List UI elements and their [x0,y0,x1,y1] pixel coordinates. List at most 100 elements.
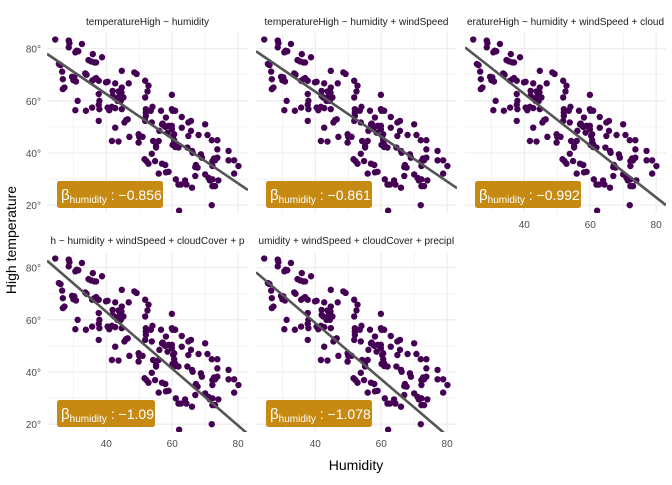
data-point [261,36,268,43]
data-point [553,139,560,146]
data-point [324,357,331,364]
data-point [417,356,424,363]
data-point [392,400,399,407]
y-tick-label: 60° [26,316,41,327]
data-point [214,356,221,363]
data-point [601,181,608,188]
data-point [195,350,202,358]
data-point [420,401,428,409]
data-point [297,104,305,111]
data-point [209,395,216,402]
data-point [397,184,405,191]
data-point [58,287,66,294]
data-point [530,104,537,112]
data-point [162,161,169,169]
data-point [470,36,477,43]
data-point [230,157,238,164]
data-point [393,363,400,370]
data-point [305,105,312,113]
data-point [148,150,155,157]
data-point [589,107,597,114]
data-point [616,154,624,161]
data-point [373,348,380,355]
data-point [423,373,430,380]
data-point [475,61,482,69]
data-point [386,181,393,188]
coefficient-label: βhumidity : −0.861 [270,187,371,206]
data-point [145,379,152,386]
x-axis-title: Humidity [329,457,383,473]
data-point [185,132,192,140]
data-point [139,352,146,360]
data-point [88,323,96,330]
data-point [195,131,202,139]
data-point [214,365,221,372]
data-point [178,343,185,350]
data-point [175,363,182,370]
data-point [560,112,568,120]
coefficient-value: : −0.861 [316,187,371,203]
data-point [172,395,180,402]
data-point [88,104,96,111]
data-point [175,426,183,432]
data-point [387,124,394,131]
data-point [327,303,334,310]
data-point [148,369,155,376]
data-point [384,426,392,432]
data-point [187,117,195,125]
data-point [92,278,100,285]
data-point [208,420,215,428]
data-point [188,403,196,410]
data-point [350,77,358,84]
data-point [96,105,103,113]
data-point [155,389,162,396]
coefficient-value: : −0.856 [107,187,162,203]
regression-line [256,271,445,432]
data-point [280,74,287,81]
data-point [155,137,162,145]
data-point [526,137,534,145]
data-point [168,345,176,352]
data-point [125,80,132,87]
data-point [144,307,151,314]
data-point [354,160,361,167]
data-point [298,50,306,58]
data-point [371,161,378,169]
data-point [141,296,149,303]
x-tick-label: 80 [651,220,663,231]
data-point [98,54,106,61]
data-point [72,107,79,114]
data-point [177,181,184,188]
data-point [605,117,613,125]
data-point [366,107,374,114]
beta-symbol: β [61,406,70,423]
data-point [317,356,325,364]
facet-panel: temperatureHigh ~ humidity + windSpeed βh… [256,17,457,213]
data-point [156,346,163,354]
data-point [89,269,97,277]
data-point [321,80,328,87]
data-point [386,400,393,407]
data-point [274,263,281,270]
data-point [413,131,420,139]
data-point [364,170,371,177]
data-point [334,80,341,87]
data-point [204,350,211,358]
data-point [225,366,232,374]
data-point [344,358,351,365]
data-point [165,387,172,394]
data-point [177,400,184,407]
data-point [135,139,142,146]
data-point [215,396,222,403]
data-point [562,88,569,95]
data-point [569,157,577,165]
data-point [225,147,232,155]
data-point [542,116,549,123]
data-point [185,351,192,359]
beta-subscript: humidity [279,195,316,206]
data-point [377,91,385,99]
data-point [543,80,550,87]
facet-title: eratureHigh ~ humidity + windSpeed + clo… [467,17,664,28]
data-point [74,97,81,105]
data-point [126,133,133,141]
